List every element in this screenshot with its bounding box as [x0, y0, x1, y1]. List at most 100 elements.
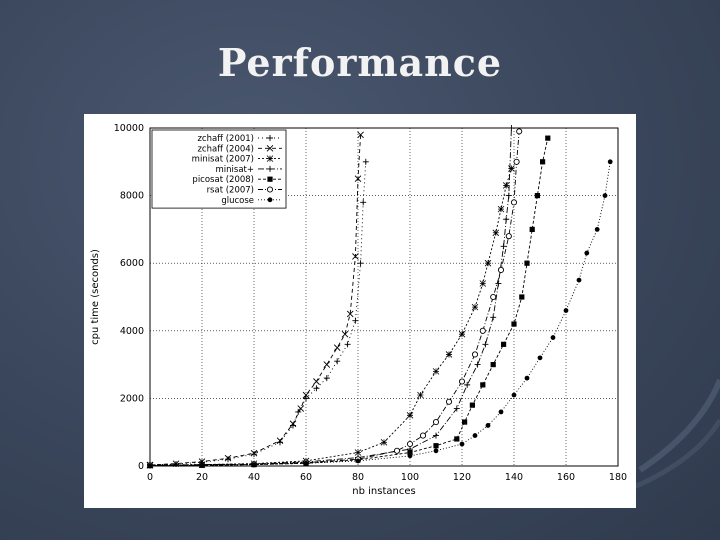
data-point-minisat-2007 [417, 391, 424, 399]
data-point-minisat [482, 341, 489, 348]
y-tick-label: 2000 [120, 393, 144, 404]
x-tick-label: 60 [300, 472, 312, 483]
data-point-minisat [464, 381, 471, 388]
data-point-picosat-2008 [540, 159, 546, 165]
legend-marker-glucose [267, 197, 273, 203]
data-point-zchaff-2001 [362, 158, 369, 165]
data-point-minisat-2007 [445, 351, 453, 358]
data-point-glucose [607, 159, 613, 165]
legend-marker-zchaff-2001 [267, 135, 273, 141]
data-point-rsat-2007 [505, 233, 512, 240]
chart-figure: 0 20 40 60 80 100 120 140 160 180 0 2000 4000 6000 800… [84, 114, 636, 508]
data-point-glucose [576, 277, 582, 283]
series-line-glucose [149, 161, 611, 467]
y-tick-label: 10000 [114, 123, 144, 134]
data-point-zchaff-2004 [323, 361, 331, 368]
data-point-minisat-2007 [484, 259, 492, 267]
data-point-rsat-2007 [490, 293, 497, 301]
data-point-zchaff-2001 [334, 358, 341, 365]
data-point-glucose [407, 453, 413, 459]
data-point-minisat [508, 125, 515, 131]
data-point-picosat-2008 [519, 294, 525, 300]
data-point-rsat-2007 [393, 447, 401, 454]
y-tick-label: 4000 [120, 326, 144, 337]
data-point-zchaff-2001 [251, 451, 257, 458]
data-point-zchaff-2004 [333, 344, 341, 352]
series-line-minisat [149, 127, 512, 466]
data-point-zchaff-2001 [344, 341, 351, 348]
x-tick-label: 20 [196, 472, 208, 483]
data-point-glucose [511, 392, 517, 398]
data-point-glucose [199, 462, 205, 468]
data-point-zchaff-2004 [276, 437, 284, 444]
data-point-zchaff-2001 [323, 375, 330, 382]
data-point-glucose [485, 423, 491, 428]
data-point-zchaff-2004 [352, 253, 359, 260]
x-tick-label: 0 [147, 472, 153, 483]
data-point-picosat-2008 [545, 135, 551, 141]
data-point-rsat-2007 [406, 440, 414, 448]
data-point-picosat-2008 [454, 436, 460, 442]
data-point-zchaff-2001 [360, 199, 367, 206]
data-point-rsat-2007 [471, 351, 479, 358]
data-point-minisat-2007 [508, 165, 515, 172]
data-point-glucose [537, 355, 543, 361]
data-point-picosat-2008 [407, 449, 413, 456]
data-point-glucose [433, 448, 439, 454]
data-point-zchaff-2004 [224, 454, 232, 462]
legend-label-minisat: minisat+ [216, 165, 254, 175]
data-point-zchaff-2004 [313, 378, 320, 385]
legend-label-picosat-2008: picosat (2008) [192, 175, 254, 185]
plot-frame [149, 127, 619, 467]
data-point-glucose [602, 193, 608, 198]
data-point-rsat-2007 [497, 266, 505, 274]
legend-marker-minisat-2007 [266, 155, 274, 162]
data-point-picosat-2008 [529, 226, 535, 232]
y-tick-label: 6000 [120, 258, 144, 269]
data-point-zchaff-2004 [289, 420, 297, 428]
data-point-glucose [584, 250, 590, 256]
data-point-glucose [594, 227, 600, 232]
legend-marker-picosat-2008 [267, 176, 273, 182]
data-point-minisat [503, 216, 510, 223]
data-point-zchaff-2001 [352, 317, 359, 324]
x-tick-label: 140 [505, 472, 523, 483]
data-point-zchaff-2004 [297, 405, 305, 412]
legend-label-zchaff-2004: zchaff (2004) [197, 144, 254, 154]
legend-label-rsat-2007: rsat (2007) [207, 186, 254, 196]
data-point-zchaff-2004 [346, 310, 354, 318]
data-point-rsat-2007 [458, 378, 466, 385]
data-point-minisat-2007 [458, 330, 466, 338]
legend-marker-minisat [267, 165, 273, 172]
cpu-time-chart: 0 20 40 60 80 100 120 140 160 180 0 2000 4000 6000 800… [90, 123, 627, 497]
legend-marker-rsat-2007 [266, 186, 274, 193]
data-point-minisat-2007 [502, 182, 510, 189]
y-axis-label: cpu time (seconds) [90, 249, 101, 345]
data-point-minisat [490, 314, 497, 321]
x-axis-label: nb instances [352, 486, 415, 497]
data-point-picosat-2008 [462, 419, 468, 425]
data-point-zchaff-2001 [357, 260, 364, 267]
data-point-picosat-2008 [490, 362, 496, 368]
x-tick-label: 80 [352, 472, 364, 483]
x-tick-label: 180 [609, 472, 627, 483]
slide-title: Performance [217, 40, 503, 85]
data-point-glucose [472, 433, 478, 438]
legend-label-minisat-2007: minisat (2007) [192, 155, 254, 165]
data-point-minisat [500, 243, 507, 250]
data-point-glucose [355, 458, 361, 464]
data-point-glucose [550, 335, 556, 340]
x-tick-label: 40 [248, 472, 260, 483]
data-point-zchaff-2004 [341, 330, 349, 338]
data-point-glucose [251, 462, 257, 468]
data-point-minisat [495, 280, 502, 287]
data-point-zchaff-2004 [357, 131, 364, 139]
data-point-rsat-2007 [419, 432, 427, 439]
data-point-glucose [147, 463, 153, 469]
data-point-zchaff-2001 [313, 385, 320, 392]
data-point-picosat-2008 [433, 443, 439, 449]
data-point-minisat [453, 405, 460, 412]
data-point-rsat-2007 [516, 128, 523, 135]
data-point-picosat-2008 [501, 341, 507, 347]
data-point-minisat [433, 432, 439, 439]
